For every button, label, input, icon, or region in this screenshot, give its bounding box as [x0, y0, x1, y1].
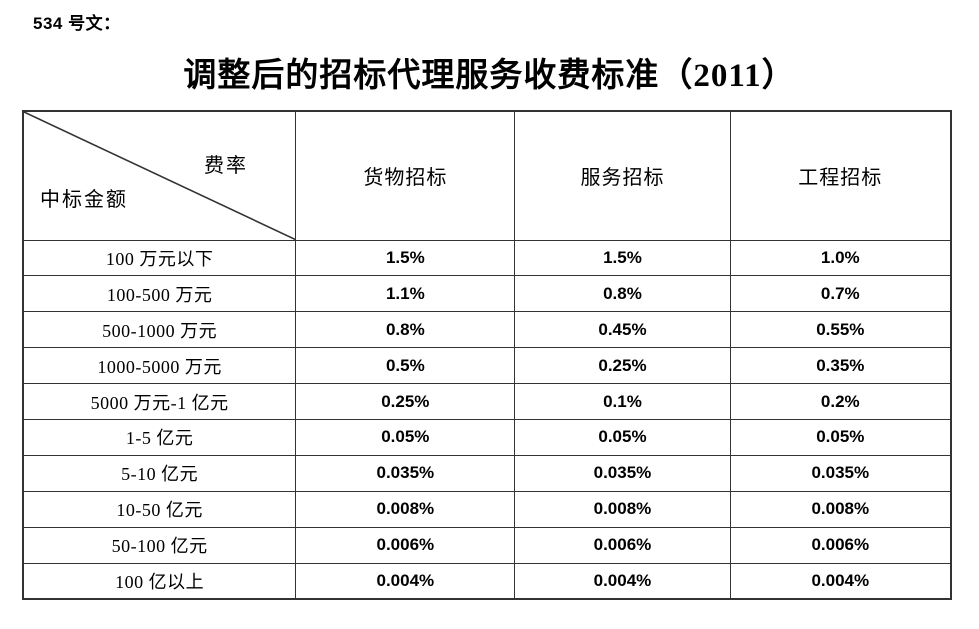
row-label-bid-amount-range: 100 万元以下 [22, 239, 297, 277]
cell-engineering-rate: 0.05% [729, 418, 952, 456]
cell-goods-rate: 1.5% [295, 239, 516, 277]
table-row: 500-1000 万元 0.8% 0.45% 0.55% [22, 311, 952, 349]
table-row: 5000 万元-1 亿元 0.25% 0.1% 0.2% [22, 383, 952, 420]
cell-goods-rate: 0.25% [295, 383, 516, 420]
cell-service-rate: 1.5% [514, 239, 731, 277]
page-title: 调整后的招标代理服务收费标准（2011） [183, 58, 796, 94]
cell-service-rate: 0.035% [514, 454, 731, 492]
cell-engineering-rate: 0.2% [729, 383, 952, 420]
corner-label-rate: 费率 [204, 155, 248, 177]
cell-service-rate: 0.004% [514, 562, 731, 600]
table-row: 50-100 亿元 0.006% 0.006% 0.006% [22, 526, 952, 564]
row-label-bid-amount-range: 1000-5000 万元 [22, 347, 297, 385]
cell-goods-rate: 0.05% [295, 418, 516, 456]
table-row: 100-500 万元 1.1% 0.8% 0.7% [22, 275, 952, 313]
table-header-row: 费率 中标金额 货物招标 服务招标 工程招标 [22, 110, 952, 241]
cell-engineering-rate: 0.004% [729, 562, 952, 600]
cell-engineering-rate: 1.0% [729, 239, 952, 277]
row-label-bid-amount-range: 5000 万元-1 亿元 [22, 383, 297, 420]
row-label-bid-amount-range: 500-1000 万元 [22, 311, 297, 349]
column-header-engineering-bidding: 工程招标 [729, 110, 952, 241]
cell-goods-rate: 0.5% [295, 347, 516, 385]
cell-service-rate: 0.1% [514, 383, 731, 420]
cell-goods-rate: 0.008% [295, 490, 516, 528]
row-label-bid-amount-range: 10-50 亿元 [22, 490, 297, 528]
cell-engineering-rate: 0.7% [729, 275, 952, 313]
column-header-goods-bidding: 货物招标 [295, 110, 516, 241]
row-label-bid-amount-range: 1-5 亿元 [22, 418, 297, 456]
cell-engineering-rate: 0.55% [729, 311, 952, 349]
row-label-bid-amount-range: 50-100 亿元 [22, 526, 297, 564]
cell-service-rate: 0.45% [514, 311, 731, 349]
fee-rate-table: 费率 中标金额 货物招标 服务招标 工程招标 100 万元以下 1.5% 1.5… [22, 110, 952, 600]
row-label-bid-amount-range: 100-500 万元 [22, 275, 297, 313]
row-label-bid-amount-range: 5-10 亿元 [22, 454, 297, 492]
corner-cell: 费率 中标金额 [22, 110, 297, 241]
cell-engineering-rate: 0.035% [729, 454, 952, 492]
diagonal-divider-line [24, 112, 295, 240]
cell-goods-rate: 0.006% [295, 526, 516, 564]
column-header-service-bidding: 服务招标 [514, 110, 731, 241]
doc-number: 534 号文： [33, 14, 121, 33]
cell-service-rate: 0.05% [514, 418, 731, 456]
table-row: 1000-5000 万元 0.5% 0.25% 0.35% [22, 347, 952, 385]
cell-engineering-rate: 0.35% [729, 347, 952, 385]
cell-service-rate: 0.25% [514, 347, 731, 385]
corner-label-bid-amount: 中标金额 [40, 189, 128, 211]
cell-service-rate: 0.8% [514, 275, 731, 313]
table-row: 1-5 亿元 0.05% 0.05% 0.05% [22, 418, 952, 456]
cell-goods-rate: 1.1% [295, 275, 516, 313]
cell-goods-rate: 0.004% [295, 562, 516, 600]
table-body: 100 万元以下 1.5% 1.5% 1.0% 100-500 万元 1.1% … [22, 239, 952, 600]
cell-service-rate: 0.008% [514, 490, 731, 528]
cell-engineering-rate: 0.006% [729, 526, 952, 564]
table-row: 10-50 亿元 0.008% 0.008% 0.008% [22, 490, 952, 528]
cell-goods-rate: 0.035% [295, 454, 516, 492]
cell-engineering-rate: 0.008% [729, 490, 952, 528]
table-row: 100 万元以下 1.5% 1.5% 1.0% [22, 239, 952, 277]
row-label-bid-amount-range: 100 亿以上 [22, 562, 297, 600]
cell-service-rate: 0.006% [514, 526, 731, 564]
cell-goods-rate: 0.8% [295, 311, 516, 349]
table-row: 5-10 亿元 0.035% 0.035% 0.035% [22, 454, 952, 492]
table-row: 100 亿以上 0.004% 0.004% 0.004% [22, 562, 952, 600]
